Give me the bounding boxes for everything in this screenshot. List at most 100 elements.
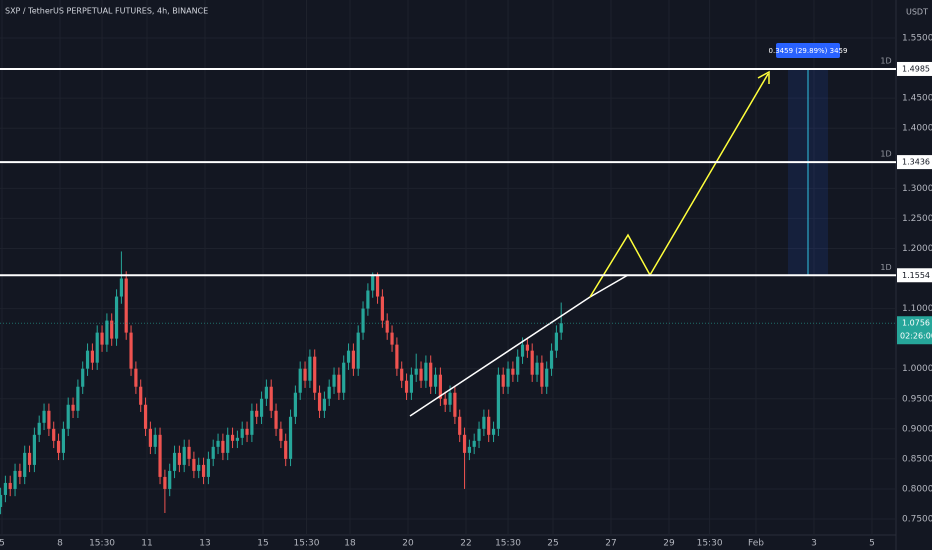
candle-body: [284, 440, 288, 459]
candle-body: [23, 452, 27, 477]
candle-body: [501, 374, 505, 387]
y-tick-label: 1.4500: [902, 94, 932, 104]
candle-body: [487, 416, 491, 435]
overlays: 0.3459 (29.89%) 3459 1D 1D 1D: [0, 42, 896, 324]
x-tick-label: Feb: [748, 539, 764, 549]
candle-body: [472, 440, 476, 447]
candle-body: [380, 296, 384, 321]
candle-body: [85, 350, 90, 369]
candle-body: [496, 374, 500, 429]
candle-body: [139, 386, 143, 405]
last-price-box: [897, 316, 932, 345]
x-tick-label: 15: [257, 539, 268, 549]
candle-body: [245, 428, 249, 435]
drawings: [409, 70, 770, 417]
candle-body: [168, 470, 172, 489]
candle-body: [56, 440, 61, 453]
candle-body: [525, 344, 529, 351]
candle-body: [8, 482, 12, 489]
candle-body: [71, 404, 75, 411]
x-tick-label: 29: [663, 539, 675, 549]
candle-body: [419, 368, 423, 381]
candle-body: [308, 356, 312, 381]
x-tick-label: 5: [869, 539, 875, 549]
candle-body: [47, 410, 51, 429]
candle-body: [134, 368, 138, 387]
y-tick-label: 1.2500: [902, 214, 932, 224]
candle-body: [506, 368, 510, 387]
candle-body: [332, 374, 336, 387]
candle-body: [95, 332, 99, 363]
x-tick-label: 13: [199, 539, 210, 549]
candle-body: [366, 290, 370, 309]
y-tick-label: 1.0000: [902, 364, 932, 374]
candle-body: [467, 446, 471, 453]
candle-body: [13, 470, 17, 489]
arrow-head: [757, 70, 770, 84]
candle-body: [119, 278, 123, 297]
candle-body: [356, 332, 360, 369]
candle-body: [100, 332, 104, 345]
candle-body: [32, 434, 36, 465]
candle-body: [124, 278, 128, 333]
chart-title: SXP / TetherUS PERPETUAL FUTURES, 4h, BI…: [5, 7, 208, 16]
candle-body: [129, 332, 133, 369]
candle-body: [110, 320, 114, 339]
y-tick-label: 1.1000: [902, 304, 932, 314]
candle-body: [453, 392, 457, 417]
candle-body: [404, 380, 409, 393]
candle-body: [462, 434, 467, 453]
currency: USDT: [906, 8, 928, 17]
y-tick-label: 1.5500: [902, 33, 932, 43]
candle-body: [530, 350, 534, 375]
candle-body: [342, 362, 346, 393]
candle-body: [177, 452, 181, 465]
candle-body: [221, 440, 225, 453]
candle-body: [27, 452, 32, 465]
candle-body: [298, 368, 302, 393]
x-tick-label: 15:30: [294, 539, 320, 549]
y-tick-label: 0.8000: [902, 484, 932, 494]
level-price-box: [897, 155, 932, 170]
candle-body: [18, 470, 22, 477]
trend-line: [409, 296, 591, 417]
candle-body: [240, 428, 244, 438]
candle-body: [317, 392, 322, 411]
candle-body: [351, 350, 355, 369]
candle-body: [385, 320, 389, 333]
candle-body: [269, 386, 273, 411]
candle-body: [327, 386, 331, 399]
x-tick-label: 11: [141, 539, 152, 549]
candle-body: [250, 410, 254, 435]
candle-body: [230, 434, 235, 441]
candle-body: [313, 356, 317, 393]
candle-body: [424, 362, 428, 381]
y-tick-label: 0.9500: [902, 394, 932, 404]
candle-body: [535, 362, 539, 375]
projection-path: [589, 73, 769, 298]
candle-body: [371, 275, 375, 291]
candle-body: [197, 464, 201, 471]
candle-body: [375, 275, 380, 297]
level-price-label: 1.4985: [902, 64, 930, 73]
x-tick-label: 22: [460, 539, 471, 549]
candle-body: [554, 332, 558, 351]
candle-body: [458, 416, 462, 435]
x-tick-label: 27: [605, 539, 616, 549]
candle-body: [482, 416, 486, 429]
candle-body: [361, 308, 365, 333]
candle-body: [153, 434, 157, 447]
candle-body: [443, 398, 447, 405]
y-tick-label: 1.3000: [902, 184, 932, 194]
x-tick-label: 18: [344, 539, 356, 549]
countdown: 02:26:00: [900, 332, 932, 341]
candle-body: [158, 434, 162, 477]
candle-body: [549, 350, 554, 369]
candle-body: [235, 437, 239, 441]
candle-body: [66, 404, 70, 429]
candle-body: [90, 350, 94, 363]
candle-body: [279, 428, 283, 441]
candle-body: [52, 428, 56, 441]
candles: [0, 251, 563, 515]
